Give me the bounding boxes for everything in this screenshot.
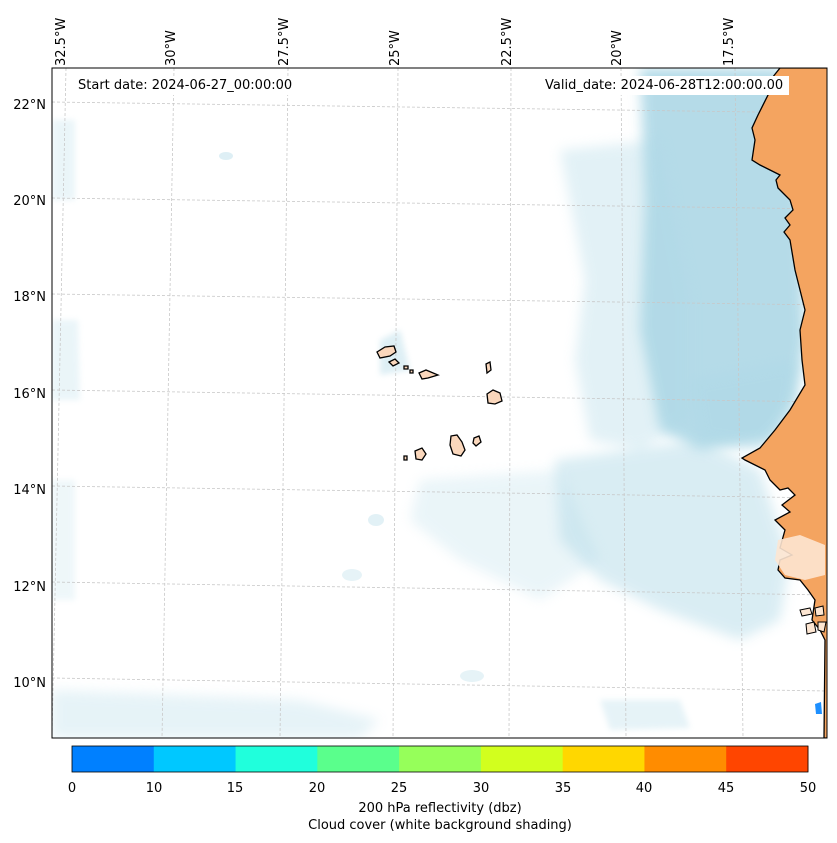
colorbar-segment	[399, 746, 482, 772]
lat-label-12n: 12°N	[13, 580, 46, 595]
colorbar-segment	[726, 746, 809, 772]
colorbar-tick: 0	[67, 781, 77, 796]
gridlines	[52, 68, 827, 738]
colorbar-segment	[317, 746, 400, 772]
colorbar-tick: 45	[717, 781, 735, 796]
lat-label-20n: 20°N	[13, 194, 46, 209]
cloud-cover-shading	[52, 68, 805, 738]
lat-label-18n: 18°N	[13, 290, 46, 305]
lat-label-14n: 14°N	[13, 483, 46, 498]
start-date-label: Start date: 2024-06-27_00:00:00	[72, 76, 299, 95]
colorbar-segment	[644, 746, 727, 772]
colorbar-segment	[562, 746, 645, 772]
lon-label-20w: 20°W	[610, 30, 625, 66]
colorbar-segment	[72, 746, 155, 772]
colorbar-frame	[71, 745, 809, 773]
colorbar-segment	[480, 746, 564, 772]
bijagos-islands	[799, 605, 827, 635]
reflectivity-cell	[815, 702, 822, 714]
lon-label-27-5w: 27.5°W	[277, 17, 292, 66]
colorbar-tick: 15	[226, 781, 244, 796]
cape-verde-islands	[376, 345, 503, 461]
lon-label-30w: 30°W	[164, 30, 179, 66]
colorbar-tick: 10	[145, 781, 163, 796]
lon-label-32-5w: 32.5°W	[54, 17, 69, 66]
colorbar-tick: 40	[635, 781, 653, 796]
colorbar-tick: 50	[799, 781, 817, 796]
colorbar-tick: 25	[390, 781, 408, 796]
colorbar	[72, 746, 809, 772]
lat-label-16n: 16°N	[13, 387, 46, 402]
map-area	[52, 68, 827, 738]
lat-label-10n: 10°N	[13, 676, 46, 691]
valid-date-label: Valid_date: 2024-06-28T12:00:00.00	[539, 76, 790, 95]
colorbar-tick: 30	[472, 781, 490, 796]
land-guinea-bissau-light	[775, 535, 825, 580]
colorbar-segment	[153, 746, 237, 772]
colorbar-tick: 20	[308, 781, 326, 796]
colorbar-tick: 35	[554, 781, 572, 796]
lon-label-22-5w: 22.5°W	[500, 17, 515, 66]
map-frame	[51, 67, 828, 739]
lon-label-17-5w: 17.5°W	[722, 17, 737, 66]
lat-label-22n: 22°N	[13, 98, 46, 113]
colorbar-label: 200 hPa reflectivity (dbz)	[358, 801, 522, 816]
colorbar-sublabel: Cloud cover (white background shading)	[308, 818, 572, 833]
colorbar-segment	[235, 746, 318, 772]
lon-label-25w: 25°W	[388, 30, 403, 66]
